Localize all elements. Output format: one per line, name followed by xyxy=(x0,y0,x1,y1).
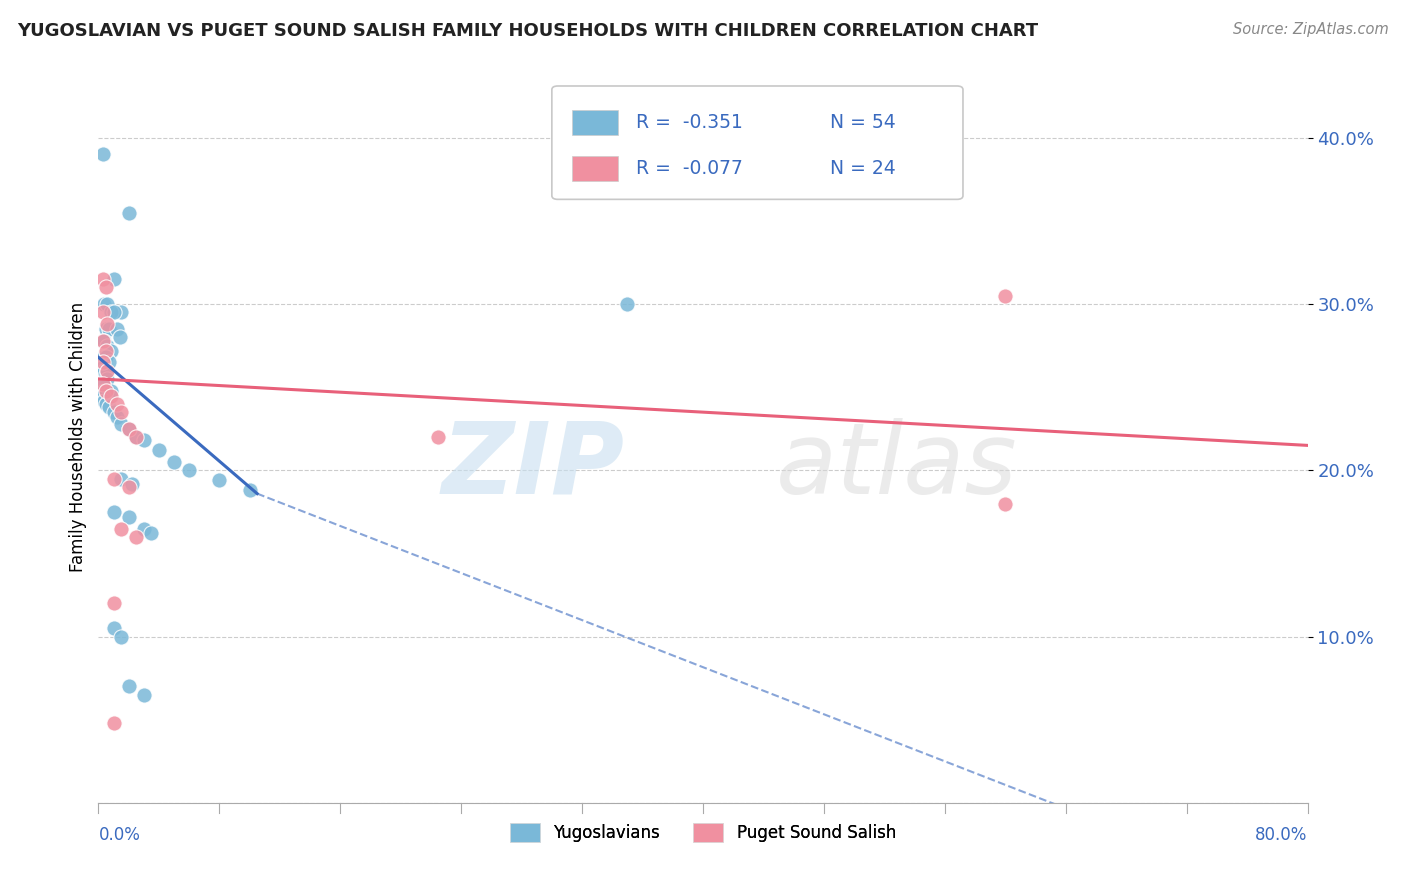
Point xyxy=(118,422,141,436)
Point xyxy=(100,343,122,358)
Point xyxy=(103,305,125,319)
Point xyxy=(91,360,114,375)
FancyBboxPatch shape xyxy=(572,156,619,181)
Point xyxy=(91,376,114,391)
Point xyxy=(98,400,121,414)
FancyBboxPatch shape xyxy=(551,86,963,200)
Point xyxy=(994,289,1017,303)
Point xyxy=(110,405,132,419)
Point xyxy=(427,430,450,444)
FancyBboxPatch shape xyxy=(572,110,619,135)
Point xyxy=(118,680,141,694)
Point xyxy=(110,521,132,535)
Point xyxy=(91,334,114,348)
Point xyxy=(94,351,117,365)
Point xyxy=(118,509,141,524)
Point xyxy=(103,596,125,610)
Point xyxy=(96,338,118,352)
Text: Source: ZipAtlas.com: Source: ZipAtlas.com xyxy=(1233,22,1389,37)
Text: 0.0%: 0.0% xyxy=(98,826,141,844)
Text: YUGOSLAVIAN VS PUGET SOUND SALISH FAMILY HOUSEHOLDS WITH CHILDREN CORRELATION CH: YUGOSLAVIAN VS PUGET SOUND SALISH FAMILY… xyxy=(17,22,1038,40)
Point xyxy=(93,334,115,348)
Point xyxy=(179,463,201,477)
Point xyxy=(96,372,118,386)
Point xyxy=(93,297,115,311)
Text: R =  -0.351: R = -0.351 xyxy=(637,113,744,132)
Text: ZIP: ZIP xyxy=(441,417,624,515)
Point xyxy=(91,272,114,286)
Text: 80.0%: 80.0% xyxy=(1256,826,1308,844)
Point xyxy=(103,505,125,519)
Point xyxy=(125,430,148,444)
Point xyxy=(103,405,125,419)
Legend: Yugoslavians, Puget Sound Salish: Yugoslavians, Puget Sound Salish xyxy=(510,822,896,842)
Point xyxy=(91,355,114,369)
Point xyxy=(103,272,125,286)
Point xyxy=(93,363,115,377)
Point xyxy=(239,483,262,498)
Text: N = 24: N = 24 xyxy=(830,159,896,178)
Point xyxy=(91,376,114,391)
Point xyxy=(132,688,155,702)
Point xyxy=(105,397,128,411)
Point xyxy=(93,351,115,365)
Point xyxy=(118,205,141,219)
Point xyxy=(118,422,141,436)
Point xyxy=(110,417,132,431)
Text: N = 54: N = 54 xyxy=(830,113,896,132)
Point xyxy=(108,330,131,344)
Point xyxy=(98,355,121,369)
Text: R =  -0.077: R = -0.077 xyxy=(637,159,744,178)
Point xyxy=(96,384,118,398)
Point xyxy=(91,147,114,161)
Point xyxy=(103,472,125,486)
Point xyxy=(132,521,155,535)
Point xyxy=(105,322,128,336)
Point xyxy=(125,530,148,544)
Point xyxy=(91,351,114,365)
Point xyxy=(103,716,125,731)
Point xyxy=(93,384,115,398)
Point xyxy=(96,297,118,311)
Point xyxy=(118,480,141,494)
Point xyxy=(110,305,132,319)
Point xyxy=(163,455,186,469)
Point xyxy=(208,473,231,487)
Y-axis label: Family Households with Children: Family Households with Children xyxy=(69,302,87,572)
Point xyxy=(94,322,117,336)
Point xyxy=(100,384,122,398)
Point xyxy=(91,388,114,402)
Point xyxy=(141,526,163,541)
Point xyxy=(93,393,115,408)
Point xyxy=(100,388,122,402)
Point xyxy=(616,297,638,311)
Point xyxy=(96,363,118,377)
Point xyxy=(91,305,114,319)
Point xyxy=(94,343,117,358)
Point xyxy=(105,410,128,425)
Text: atlas: atlas xyxy=(776,417,1017,515)
Point xyxy=(125,430,148,444)
Point xyxy=(994,497,1017,511)
Point xyxy=(94,397,117,411)
Point xyxy=(100,305,122,319)
Point xyxy=(96,317,118,331)
Point xyxy=(110,630,132,644)
Point xyxy=(94,367,117,381)
Point xyxy=(94,280,117,294)
Point xyxy=(103,621,125,635)
Point xyxy=(110,472,132,486)
Point xyxy=(91,334,114,348)
Point xyxy=(132,434,155,448)
Point xyxy=(94,384,117,398)
Point xyxy=(148,443,170,458)
Point xyxy=(121,476,143,491)
Point xyxy=(98,322,121,336)
